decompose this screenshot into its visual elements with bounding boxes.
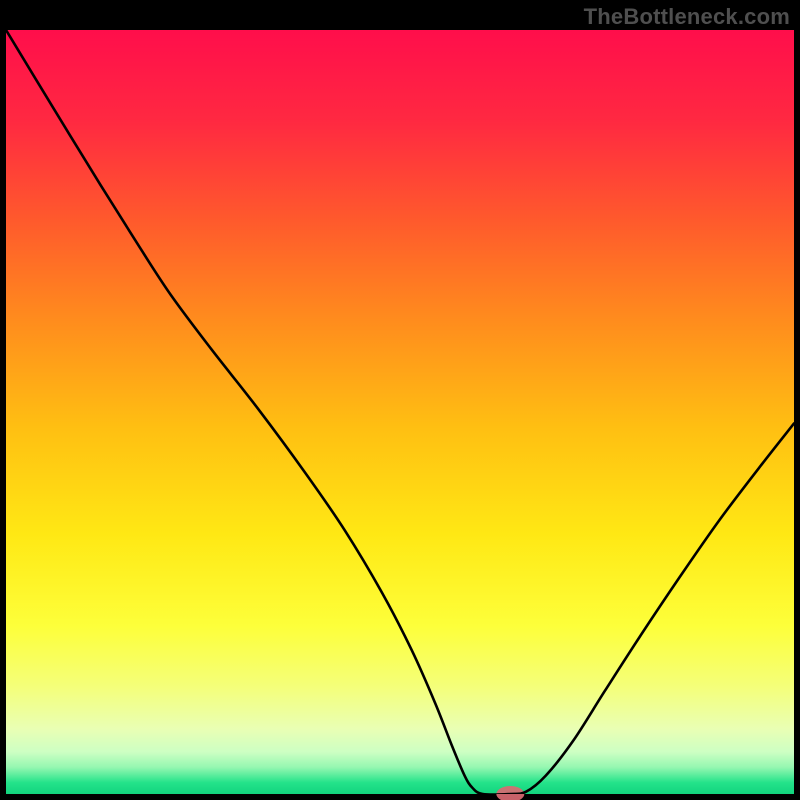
plot-area — [6, 30, 794, 794]
watermark-text: TheBottleneck.com — [584, 4, 790, 30]
bottleneck-chart — [0, 0, 800, 800]
chart-container: TheBottleneck.com — [0, 0, 800, 800]
